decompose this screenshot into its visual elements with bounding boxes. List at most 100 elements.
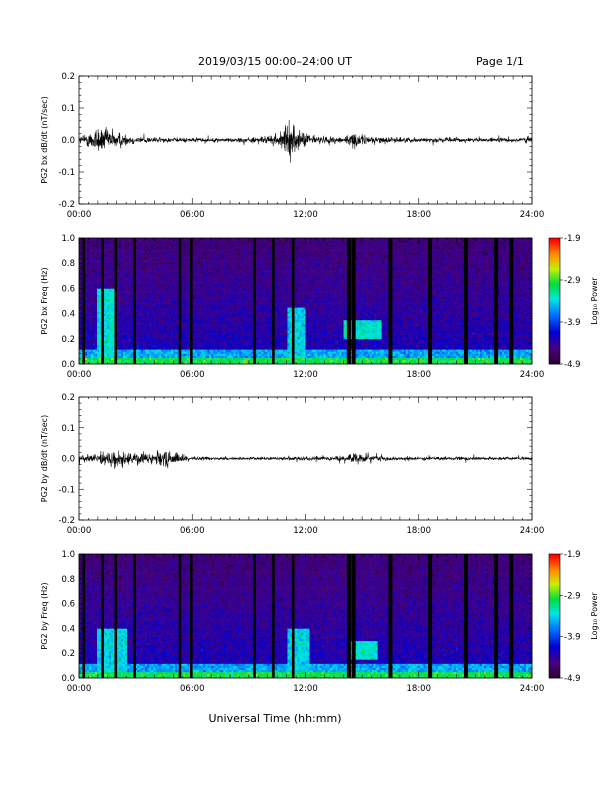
spectrogram-cell: [205, 286, 208, 289]
spectrogram-cell: [171, 271, 174, 274]
spectrogram-cell: [117, 292, 120, 295]
spectrogram-cell: [197, 267, 200, 270]
spectrogram-cell: [143, 265, 146, 268]
spectrogram-cell: [165, 290, 168, 293]
spectrogram-cell: [135, 355, 138, 358]
spectrogram-cell: [201, 265, 204, 268]
spectrogram-cell: [121, 246, 124, 249]
spectrogram-cell: [207, 280, 210, 283]
spectrogram-cell: [231, 284, 234, 287]
spectrogram-cell: [213, 355, 216, 358]
spectrogram-cell: [113, 345, 116, 348]
spectrogram-cell: [219, 303, 222, 306]
spectrogram-cell: [135, 242, 138, 245]
spectrogram-cell: [227, 292, 230, 295]
spectrogram-cell: [203, 284, 206, 287]
spectrogram-cell: [141, 290, 144, 293]
spectrogram-cell: [125, 315, 128, 319]
spectrogram-cell: [125, 248, 128, 251]
spectrogram-cell: [203, 282, 206, 285]
spectrogram-cell: [129, 286, 132, 289]
spectrogram-cell: [149, 355, 152, 358]
spectrogram-cell: [89, 292, 92, 295]
spectrogram-cell: [79, 313, 82, 316]
spectrogram-cell: [167, 338, 170, 342]
spectrogram-cell: [209, 332, 212, 335]
spectrogram-cell: [107, 338, 110, 342]
spectrogram-cell: [161, 349, 164, 352]
spectrogram-cell: [237, 267, 240, 270]
spectrogram-cell: [213, 246, 216, 249]
spectrogram-cell: [107, 319, 110, 323]
spectrogram-cell: [111, 326, 114, 329]
spectrogram-cell: [151, 332, 154, 335]
spectrogram-cell: [199, 273, 202, 277]
spectrogram-cell: [137, 277, 140, 281]
spectrogram-cell: [107, 336, 110, 340]
spectrogram-cell: [183, 315, 186, 319]
spectrogram-cell: [103, 326, 106, 329]
spectrogram-cell: [95, 353, 98, 356]
spectrogram-cell: [219, 284, 222, 287]
spectrogram-cell: [105, 307, 108, 310]
spectrogram-cell: [195, 361, 198, 365]
spectrogram-cell: [85, 294, 88, 298]
spectrogram-cell: [141, 311, 144, 314]
spectrogram-cell: [231, 338, 234, 342]
spectrogram-cell: [81, 259, 84, 262]
spectrogram-cell: [139, 288, 142, 291]
spectrogram-cell: [167, 292, 170, 295]
spectrogram-cell: [103, 275, 106, 279]
spectrogram-cell: [151, 250, 154, 253]
spectrogram-cell: [183, 267, 186, 270]
spectrogram-cell: [95, 324, 98, 327]
spectrogram-cell: [87, 254, 90, 258]
spectrogram-cell: [155, 252, 158, 256]
spectrogram-cell: [167, 261, 170, 264]
spectrogram-cell: [91, 265, 94, 268]
spectrogram-cell: [209, 357, 212, 361]
spectrogram-cell: [177, 324, 180, 327]
spectrogram-cell: [219, 254, 222, 258]
spectrogram-cell: [163, 275, 166, 279]
spectrogram-cell: [143, 347, 146, 350]
spectrogram-cell: [209, 296, 212, 300]
spectrogram-cell: [209, 280, 212, 283]
spectrogram-cell: [193, 334, 196, 337]
spectrogram-cell: [175, 259, 178, 262]
spectrogram-cell: [177, 307, 180, 310]
spectrogram-cell: [227, 326, 230, 329]
spectrogram-cell: [235, 357, 238, 361]
spectrogram-cell: [231, 259, 234, 262]
spectrogram-cell: [207, 273, 210, 277]
spectrogram-cell: [211, 305, 214, 308]
spectrogram-cell: [215, 349, 218, 352]
spectrogram-cell: [95, 322, 98, 325]
spectrogram-cell: [205, 353, 208, 356]
spectrogram-cell: [185, 355, 188, 358]
spectrogram-cell: [155, 269, 158, 272]
spectrogram-cell: [127, 345, 130, 348]
spectrogram-cell: [131, 240, 134, 243]
spectrogram-cell: [141, 256, 144, 260]
spectrogram-cell: [149, 347, 152, 350]
spectrogram-cell: [209, 361, 212, 365]
spectrogram-cell: [95, 242, 98, 245]
spectrogram-cell: [195, 353, 198, 356]
spectrogram-cell: [229, 238, 232, 241]
spectrogram-cell: [229, 340, 232, 344]
spectrogram-cell: [193, 328, 196, 331]
spectrogram-cell: [147, 298, 150, 302]
spectrogram-cell: [87, 324, 90, 327]
spectrogram-cell: [225, 288, 228, 291]
spectrogram-cell: [221, 250, 224, 253]
spectrogram-cell: [235, 256, 238, 260]
spectrogram-cell: [183, 353, 186, 356]
spectrogram-cell: [153, 334, 156, 337]
spectrogram-cell: [193, 294, 196, 298]
y-tick-label: 0.0: [61, 136, 75, 146]
spectrogram-cell: [147, 351, 150, 354]
spectrogram-cell: [139, 349, 142, 352]
spectrogram-cell: [219, 292, 222, 295]
spectrogram-cell: [169, 311, 172, 314]
